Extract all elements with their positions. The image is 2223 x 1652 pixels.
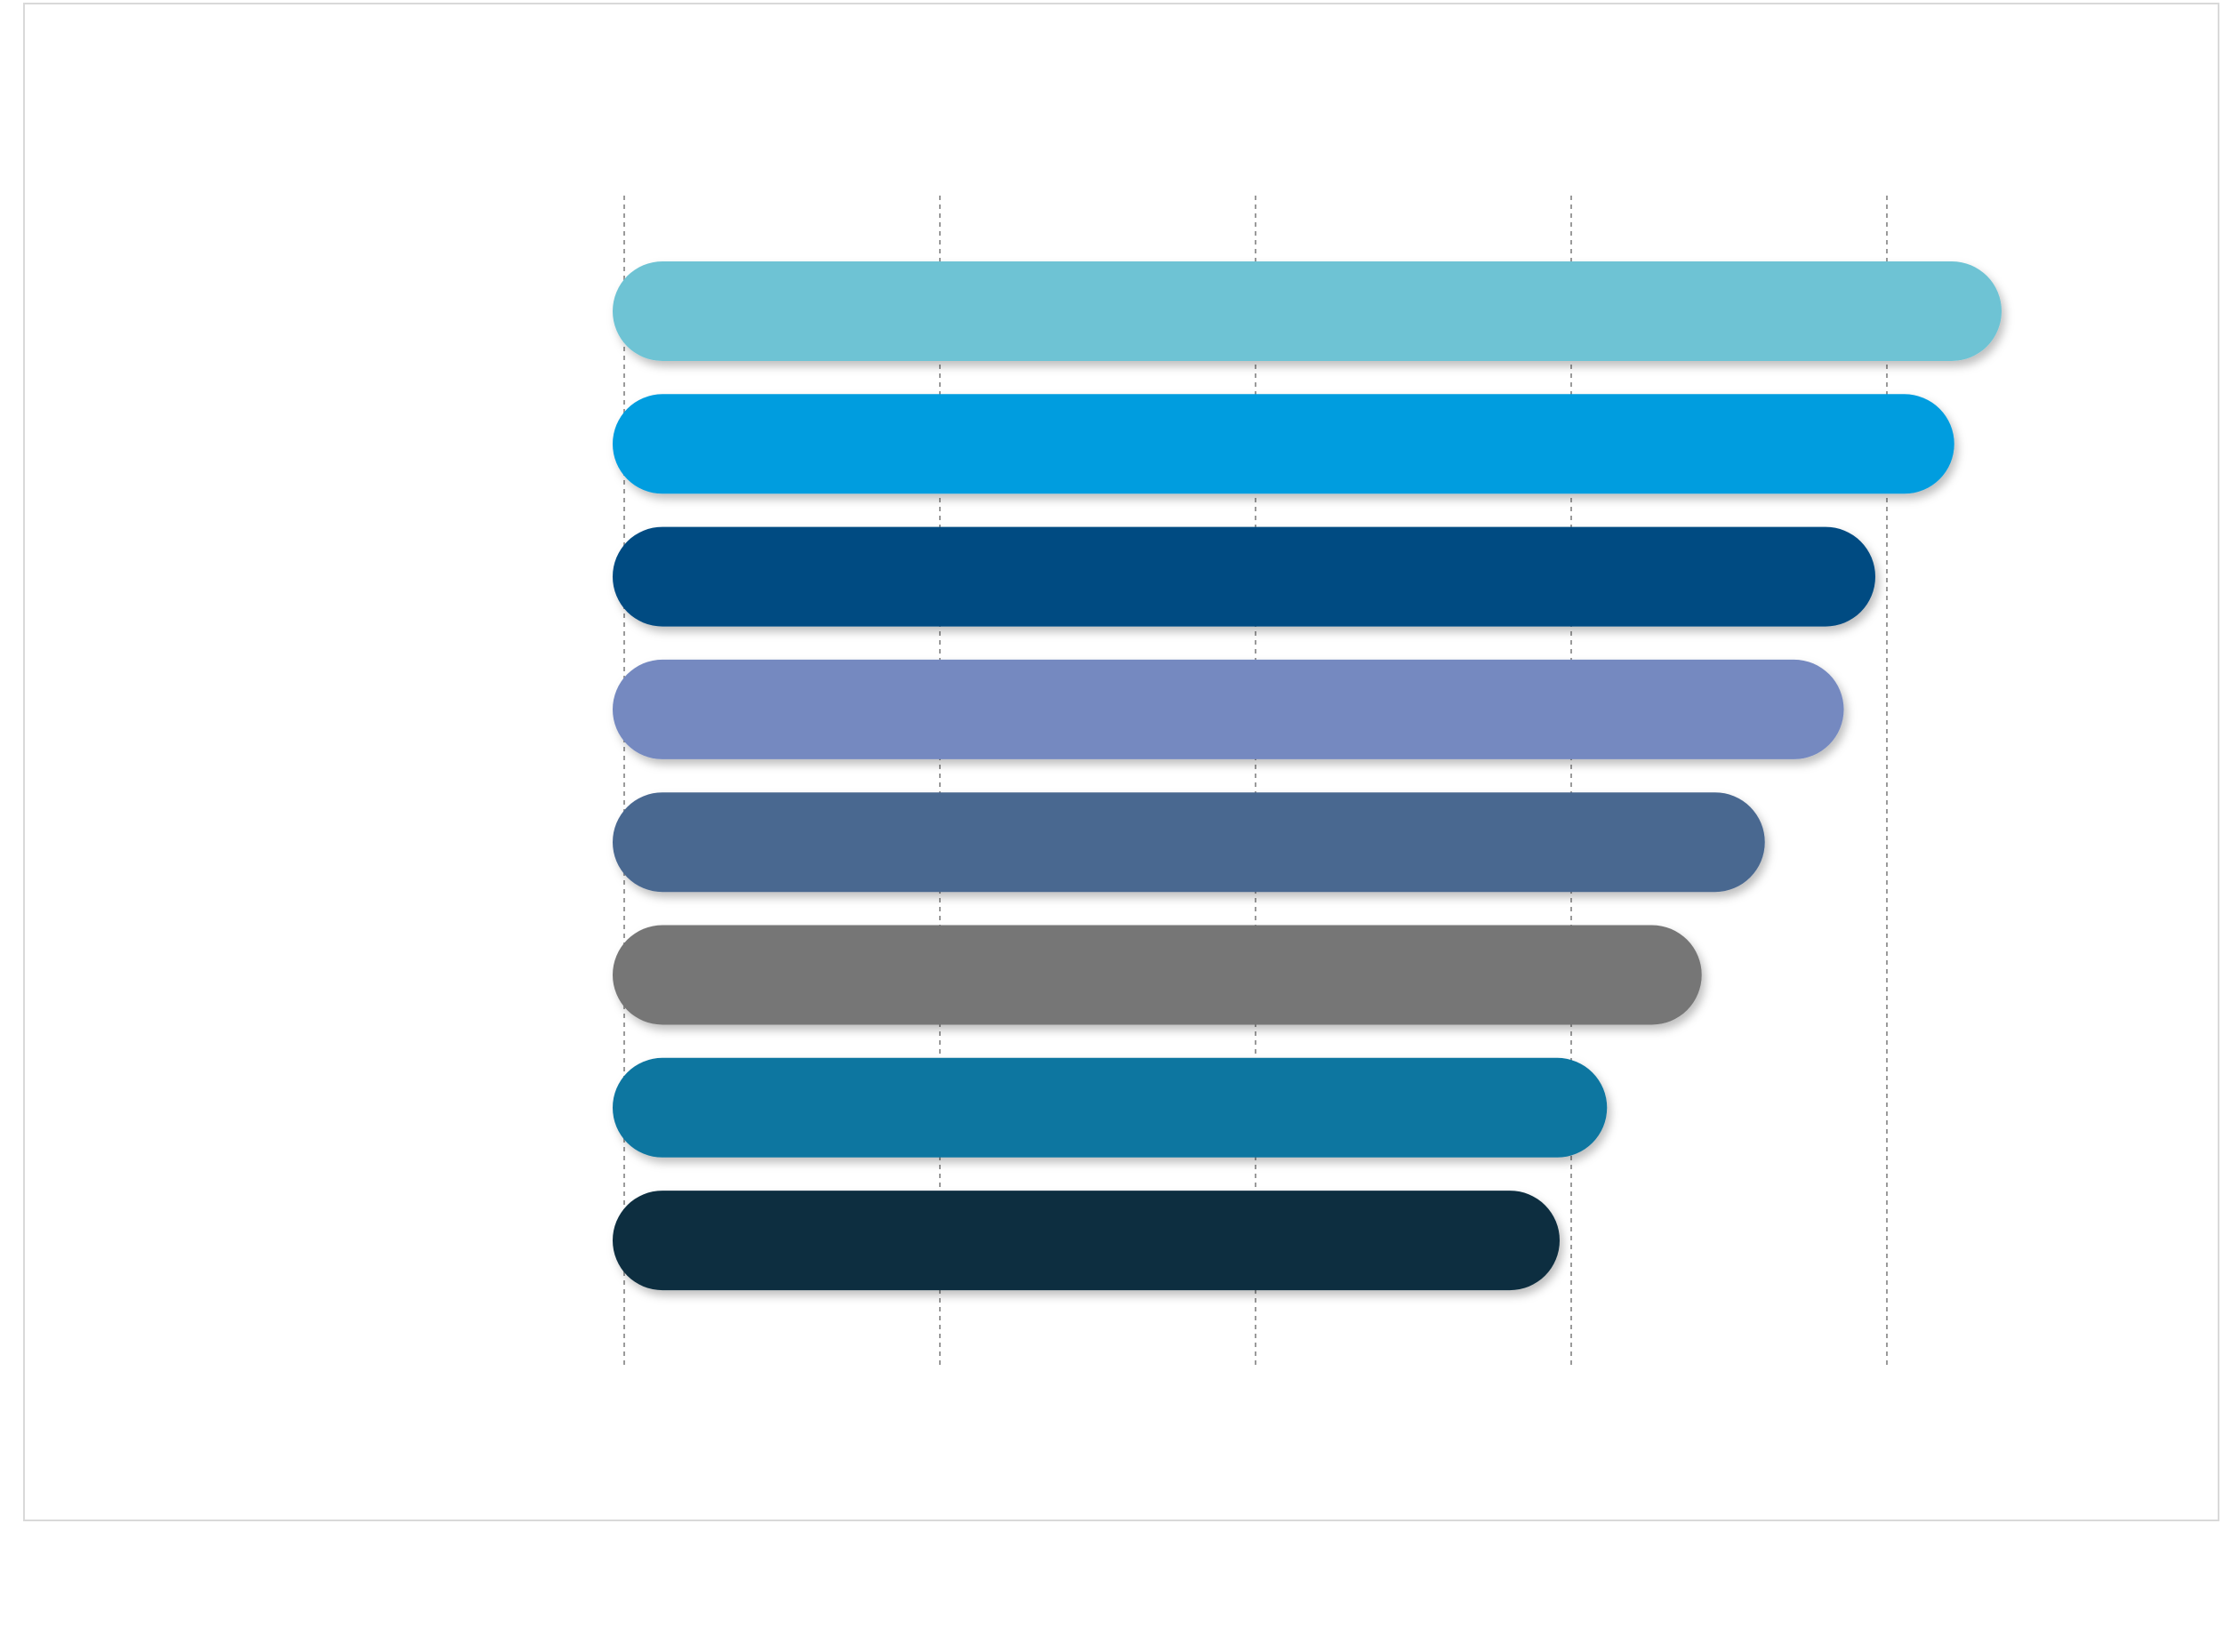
x-tick-label: 20 [922,1403,959,1437]
category-labels: Personalization & Marketing ROI Demand Fo… [74,294,560,1259]
category-label: Supply Chain & [328,670,560,706]
bar [613,1191,1560,1291]
x-tick-label: 0 [615,1403,633,1437]
value-label: 63 [2076,1083,2116,1117]
value-label: 73 [2076,817,2116,851]
bar [613,261,2002,361]
value-label: 88 [2076,286,2116,320]
bar [613,394,1954,494]
category-label: & Quality (QC) [341,847,560,883]
x-tick-label: 80 [1869,1403,1906,1437]
category-label: Customer Service & Care [180,1223,560,1259]
category-label: Inventory Optimization [213,715,560,750]
value-labels: 88 85 80 78 73 69 63 60 [2076,286,2116,1249]
bar [613,659,1844,759]
notes-heading: Notes: [27,1536,108,1561]
notes-line: Composite rating based on synthesis of r… [27,1570,891,1596]
x-axis-label: Perceived Impact Score (0–100) [1054,1472,1534,1508]
bars [613,261,2002,1291]
category-label: Demand Forecasting & Planning [75,427,560,462]
value-label: 78 [2076,685,2116,718]
category-label: Procurement & Supplier Risk [127,1091,560,1127]
x-tick-label: 60 [1553,1403,1590,1437]
category-label: Product Innovation [276,958,560,994]
category-label: Revenue Growth Mgmt [213,538,560,573]
value-label: 80 [2076,552,2116,586]
bar [613,1057,1608,1158]
x-tick-label: 40 [1238,1403,1274,1437]
value-label: 69 [2076,950,2116,984]
gridlines [623,196,1888,1365]
category-label: Manufacturing [341,803,560,838]
bar [613,526,1875,627]
chart-title: AI Impact in CPG (2020–2025) [895,74,1461,113]
notes-line: Scores indicate relative intensity of re… [27,1605,1036,1631]
value-label: 85 [2076,419,2116,453]
x-axis-ticks: 0 20 40 60 80 [615,1403,1906,1437]
bar-chart: Personalization & Marketing ROI Demand Fo… [74,74,2116,1508]
bar [613,792,1765,893]
bar [613,925,1702,1025]
chart-subtitle: Where AI is delivering the greatest valu… [623,122,1733,161]
category-label: / Trade Promo [352,582,560,618]
category-label: Personalization & Marketing ROI [74,294,560,330]
value-label: 60 [2076,1215,2116,1249]
notes: Notes: Composite rating based on synthes… [27,1531,2161,1635]
